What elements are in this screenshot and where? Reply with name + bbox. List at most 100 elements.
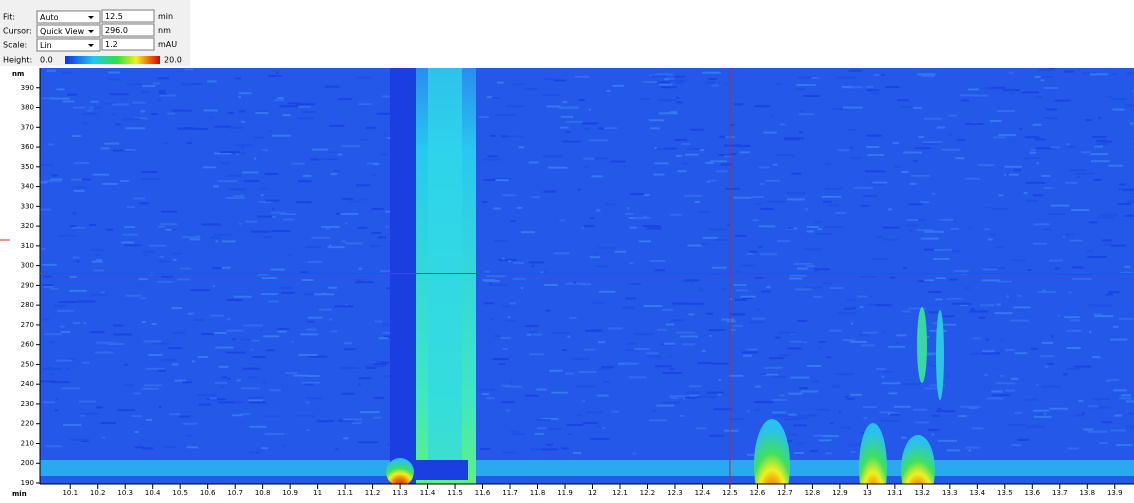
noise-cell bbox=[42, 368, 61, 370]
noise-cell bbox=[1098, 117, 1101, 119]
noise-cell bbox=[310, 158, 319, 160]
noise-cell bbox=[91, 249, 105, 251]
noise-cell bbox=[626, 297, 636, 299]
noise-cell bbox=[711, 85, 718, 87]
noise-cell bbox=[1067, 368, 1080, 370]
noise-cell bbox=[721, 288, 727, 290]
noise-cell bbox=[278, 331, 287, 333]
cursor-value[interactable]: 296.0 bbox=[105, 26, 128, 35]
noise-cell bbox=[68, 358, 75, 360]
noise-cell bbox=[815, 270, 818, 272]
noise-cell bbox=[214, 234, 232, 236]
noise-cell bbox=[302, 111, 316, 113]
noise-cell bbox=[1040, 355, 1053, 357]
noise-cell bbox=[851, 323, 854, 325]
noise-cell bbox=[729, 418, 744, 420]
noise-cell bbox=[44, 333, 61, 335]
noise-cell bbox=[139, 202, 148, 204]
noise-cell bbox=[255, 112, 268, 114]
noise-cell bbox=[358, 103, 372, 105]
noise-cell bbox=[141, 110, 146, 112]
noise-cell bbox=[97, 116, 99, 118]
noise-cell bbox=[813, 296, 822, 298]
noise-cell bbox=[58, 235, 77, 237]
noise-cell bbox=[780, 124, 786, 126]
noise-cell bbox=[160, 359, 177, 361]
noise-cell bbox=[734, 197, 752, 199]
noise-cell bbox=[163, 142, 168, 144]
noise-cell bbox=[709, 335, 711, 337]
noise-cell bbox=[1035, 138, 1045, 140]
x-tick-label: 12.5 bbox=[722, 489, 738, 497]
noise-cell bbox=[1017, 439, 1029, 441]
height-min: 0.0 bbox=[40, 56, 53, 65]
x-tick-label: 11.6 bbox=[475, 489, 491, 497]
noise-cell bbox=[863, 406, 877, 408]
noise-cell bbox=[918, 136, 924, 138]
scale-label: Scale: bbox=[3, 41, 27, 50]
noise-cell bbox=[716, 170, 727, 172]
noise-cell bbox=[749, 250, 757, 252]
noise-cell bbox=[536, 389, 547, 391]
noise-cell bbox=[342, 240, 347, 242]
noise-cell bbox=[161, 223, 178, 225]
noise-cell bbox=[370, 245, 381, 247]
noise-cell bbox=[271, 230, 290, 232]
noise-cell bbox=[381, 153, 389, 155]
noise-cell bbox=[490, 318, 494, 320]
noise-cell bbox=[688, 303, 704, 305]
noise-cell bbox=[366, 127, 376, 129]
noise-cell bbox=[94, 269, 105, 271]
noise-cell bbox=[675, 76, 685, 78]
noise-cell bbox=[1026, 182, 1045, 184]
noise-cell bbox=[89, 224, 96, 226]
solvent-column bbox=[390, 68, 416, 484]
noise-cell bbox=[1000, 349, 1003, 351]
noise-cell bbox=[142, 85, 155, 87]
noise-cell bbox=[970, 308, 975, 310]
noise-cell bbox=[581, 122, 598, 124]
x-tick-label: 13 bbox=[863, 489, 872, 497]
noise-cell bbox=[623, 166, 626, 168]
noise-cell bbox=[747, 410, 750, 412]
noise-cell bbox=[613, 85, 624, 87]
noise-cell bbox=[965, 447, 979, 449]
noise-cell bbox=[779, 394, 784, 396]
noise-cell bbox=[866, 146, 879, 148]
noise-cell bbox=[1129, 413, 1134, 415]
noise-cell bbox=[604, 127, 617, 129]
noise-cell bbox=[569, 317, 576, 319]
scale-value[interactable]: 1.2 bbox=[105, 40, 118, 49]
noise-cell bbox=[1090, 153, 1108, 155]
noise-cell bbox=[486, 397, 494, 399]
noise-cell bbox=[371, 208, 383, 210]
noise-cell bbox=[650, 260, 666, 262]
scale-mode[interactable]: Lin bbox=[40, 41, 52, 50]
noise-cell bbox=[984, 228, 990, 230]
noise-cell bbox=[1039, 69, 1052, 71]
noise-cell bbox=[669, 79, 686, 81]
noise-cell bbox=[1112, 109, 1124, 111]
noise-cell bbox=[544, 78, 555, 80]
noise-cell bbox=[195, 128, 208, 130]
noise-cell bbox=[837, 77, 857, 79]
noise-cell bbox=[990, 234, 996, 236]
noise-cell bbox=[113, 325, 123, 327]
noise-cell bbox=[1000, 375, 1004, 377]
noise-cell bbox=[948, 115, 957, 117]
noise-cell bbox=[72, 135, 81, 137]
noise-cell bbox=[1123, 189, 1133, 191]
noise-cell bbox=[236, 77, 241, 79]
noise-cell bbox=[1070, 240, 1083, 242]
noise-cell bbox=[115, 123, 121, 125]
fit-value[interactable]: 12.5 bbox=[105, 12, 123, 21]
noise-cell bbox=[1087, 256, 1107, 258]
noise-cell bbox=[669, 214, 682, 216]
fit-mode[interactable]: Auto bbox=[40, 13, 59, 22]
noise-cell bbox=[901, 383, 920, 385]
noise-cell bbox=[157, 77, 169, 79]
noise-cell bbox=[796, 443, 803, 445]
noise-cell bbox=[1067, 146, 1075, 148]
y-tick-label: 270 bbox=[21, 321, 34, 329]
cursor-mode[interactable]: Quick View bbox=[40, 27, 85, 36]
